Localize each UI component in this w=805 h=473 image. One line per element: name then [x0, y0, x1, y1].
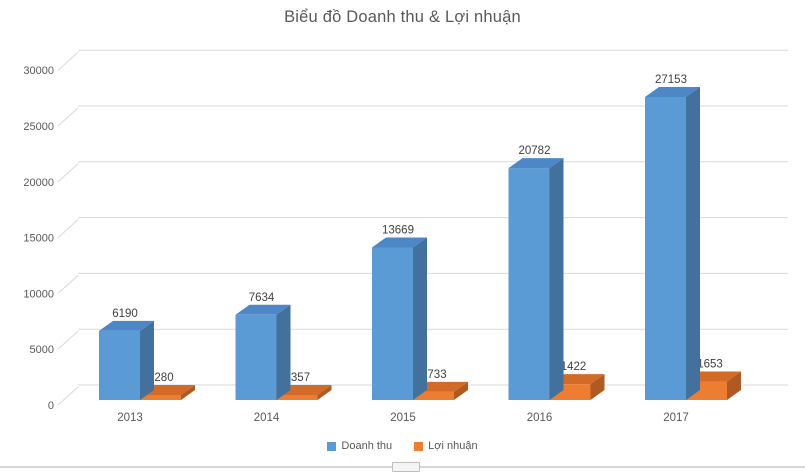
chart-title[interactable]: Biểu đồ Doanh thu & Lợi nhuận [284, 8, 521, 26]
bar-doanh-thu-2013[interactable] [99, 320, 154, 400]
bar-doanh-thu-2015[interactable] [372, 237, 427, 400]
axis-tick-15000 [57, 219, 79, 238]
legend-label-doanh-thu: Doanh thu [341, 440, 393, 452]
axis-tick-10000 [57, 275, 79, 294]
data-label-loi-nhuan-2017: 1653 [697, 359, 723, 371]
x-axis-label-2017[interactable]: 2017 [663, 412, 689, 424]
y-axis-label-5000: 5000 [30, 344, 54, 356]
y-axis-label-10000: 10000 [23, 288, 54, 300]
x-axis-label-2015[interactable]: 2015 [390, 412, 416, 424]
axis-tick-5000 [57, 330, 79, 350]
y-axis-label-15000: 15000 [23, 233, 54, 245]
bar-doanh-thu-2017[interactable] [645, 86, 700, 400]
resize-handle[interactable] [392, 462, 420, 472]
legend-item-loi-nhuan[interactable]: Lợi nhuận [414, 440, 478, 452]
bar-doanh-thu-2016[interactable] [508, 158, 564, 400]
data-label-loi-nhuan-2014: 357 [291, 372, 310, 384]
y-axis-label-30000: 30000 [23, 65, 54, 77]
x-axis-label-2013[interactable]: 2013 [117, 412, 143, 424]
y-axis-label-20000: 20000 [23, 177, 54, 189]
y-axis-label-25000: 25000 [23, 121, 54, 133]
data-label-doanh-thu-2013: 6190 [112, 308, 138, 320]
axis-tick-0 [57, 386, 79, 406]
axis-tick-25000 [57, 107, 79, 127]
data-label-doanh-thu-2015: 13669 [382, 224, 414, 236]
bar-doanh-thu-2014[interactable] [235, 304, 291, 400]
axis-tick-20000 [57, 163, 79, 183]
x-axis-label-2016[interactable]: 2016 [527, 412, 553, 424]
axis-tick-30000 [57, 51, 79, 71]
data-label-doanh-thu-2017: 27153 [655, 74, 687, 86]
data-label-loi-nhuan-2013: 280 [154, 372, 173, 384]
y-axis-label-0: 0 [48, 400, 54, 412]
legend-item-doanh-thu[interactable]: Doanh thu [327, 440, 392, 452]
legend-swatch-loi-nhuan [414, 441, 424, 451]
data-label-loi-nhuan-2016: 1422 [561, 361, 587, 373]
legend-label-loi-nhuan: Lợi nhuận [428, 440, 478, 452]
data-label-doanh-thu-2016: 20782 [519, 145, 551, 157]
data-label-loi-nhuan-2015: 733 [427, 369, 446, 381]
x-axis-label-2014[interactable]: 2014 [254, 412, 280, 424]
legend: Doanh thu Lợi nhuận [0, 440, 805, 452]
legend-swatch-doanh-thu [327, 441, 337, 451]
data-label-doanh-thu-2014: 7634 [249, 292, 275, 304]
